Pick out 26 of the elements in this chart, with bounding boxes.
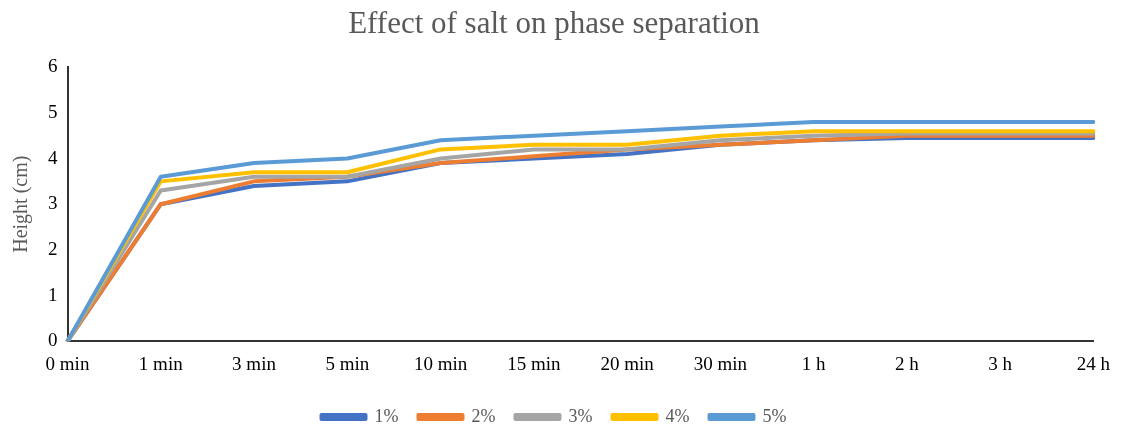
x-tick-label: 5 min (325, 352, 370, 374)
x-tick-label: 24 h (1076, 352, 1111, 374)
chart-title: Effect of salt on phase separation (348, 4, 761, 40)
x-tick-label: 0 min (45, 352, 90, 374)
legend-label: 3% (568, 405, 593, 426)
y-tick-label: 1 (48, 283, 58, 305)
y-tick-label: 5 (48, 100, 58, 122)
x-tick-label: 20 min (600, 352, 655, 374)
legend-label: 4% (665, 405, 690, 426)
x-tick-label: 10 min (413, 352, 468, 374)
y-tick-label: 2 (48, 237, 58, 259)
legend-label: 2% (471, 405, 496, 426)
x-tick-label: 15 min (507, 352, 561, 374)
legend-label: 1% (374, 405, 399, 426)
x-tick-label: 3 h (988, 352, 1013, 374)
y-tick-label: 6 (48, 55, 58, 77)
y-tick-label: 3 (48, 192, 58, 214)
y-axis-title: Height (cm) (9, 155, 33, 253)
x-tick-label: 2 h (894, 352, 920, 374)
x-tick-label: 3 min (232, 352, 277, 374)
y-tick-label: 4 (48, 146, 58, 168)
x-tick-label: 1 min (138, 352, 184, 374)
x-tick-label: 1 h (801, 352, 826, 374)
y-tick-label: 0 (48, 329, 58, 351)
x-tick-label: 30 min (693, 352, 748, 374)
legend-label: 5% (762, 405, 787, 426)
